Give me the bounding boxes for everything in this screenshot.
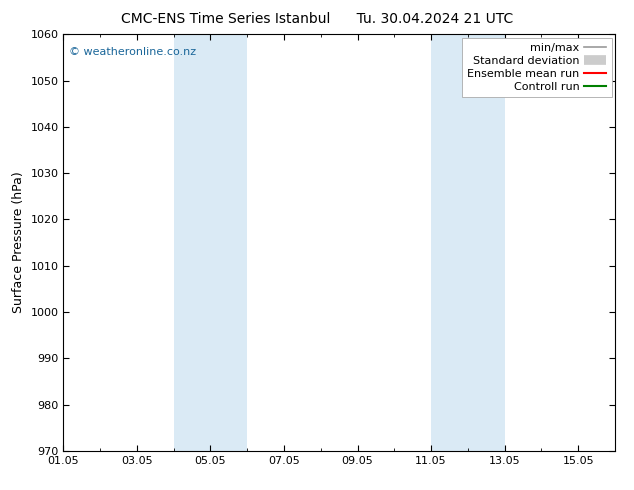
Legend: min/max, Standard deviation, Ensemble mean run, Controll run: min/max, Standard deviation, Ensemble me… <box>462 38 612 97</box>
Y-axis label: Surface Pressure (hPa): Surface Pressure (hPa) <box>12 172 25 314</box>
Text: CMC-ENS Time Series Istanbul      Tu. 30.04.2024 21 UTC: CMC-ENS Time Series Istanbul Tu. 30.04.2… <box>121 12 513 26</box>
Bar <box>431 34 505 451</box>
Text: © weatheronline.co.nz: © weatheronline.co.nz <box>69 47 196 57</box>
Bar <box>174 34 247 451</box>
